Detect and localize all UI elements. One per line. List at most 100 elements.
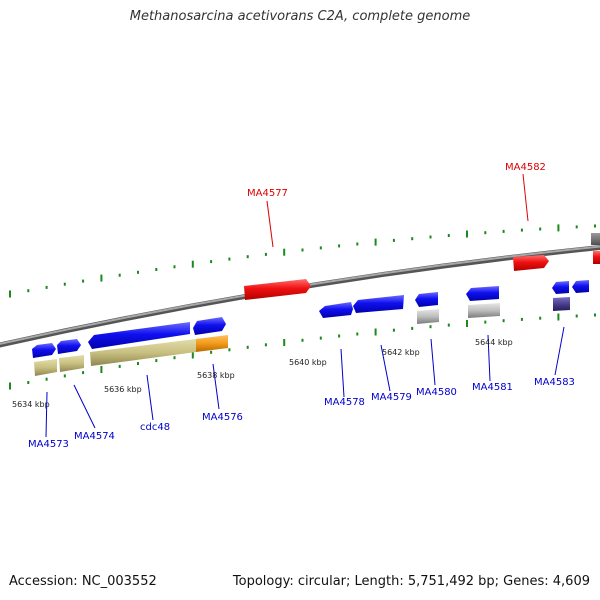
scale-tick xyxy=(539,316,542,320)
genome-backbone xyxy=(0,245,600,348)
lower-scale-ticks xyxy=(9,313,596,390)
scale-tick xyxy=(484,320,487,324)
gene-label-cdc48[interactable]: cdc48 xyxy=(140,422,170,433)
scale-tick xyxy=(539,227,542,231)
scale-tick xyxy=(338,244,341,248)
scale-tick xyxy=(118,273,121,277)
gene-label-ma4576[interactable]: MA4576 xyxy=(202,412,243,423)
scale-tick xyxy=(173,265,176,269)
scale-tick xyxy=(594,313,596,317)
gene-features xyxy=(32,233,600,376)
cds-feature xyxy=(34,359,57,376)
gene-label-ma4582[interactable]: MA4582 xyxy=(505,162,546,173)
cds-feature xyxy=(468,303,500,318)
scale-tick xyxy=(264,343,267,347)
gene-arrow[interactable] xyxy=(57,339,81,354)
cds-feature xyxy=(196,335,228,352)
scale-tick xyxy=(191,260,194,268)
scale-tick xyxy=(82,279,85,283)
scale-tick xyxy=(484,231,487,235)
gene-label-ma4580[interactable]: MA4580 xyxy=(416,387,457,398)
scale-label: 5638 kbp xyxy=(197,371,235,380)
gene-label-ma4577[interactable]: MA4577 xyxy=(247,188,288,199)
scale-tick xyxy=(356,242,359,246)
scale-tick xyxy=(411,237,414,241)
label-leaders xyxy=(45,173,565,438)
scale-tick xyxy=(520,317,523,321)
gene-arrow[interactable] xyxy=(88,322,190,349)
gene-arrow[interactable] xyxy=(319,302,353,318)
cds-feature xyxy=(553,297,570,311)
cds-feature xyxy=(90,339,196,366)
scale-tick xyxy=(466,320,468,327)
map-title: Methanosarcina acetivorans C2A, complete… xyxy=(129,9,471,24)
scale-tick xyxy=(9,290,11,298)
scale-tick xyxy=(264,252,267,256)
scale-tick xyxy=(520,228,523,232)
scale-tick xyxy=(82,371,85,375)
genome-summary-text: Topology: circular; Length: 5,751,492 bp… xyxy=(232,574,590,589)
scale-tick xyxy=(63,374,66,378)
scale-tick xyxy=(246,345,249,349)
scale-tick xyxy=(594,224,596,228)
gene-arrow[interactable] xyxy=(513,255,549,271)
scale-tick xyxy=(301,338,304,342)
gene-arrow[interactable] xyxy=(32,343,56,358)
gene-label-ma4574[interactable]: MA4574 xyxy=(74,431,115,442)
gene-arrow[interactable] xyxy=(593,251,600,264)
scale-tick xyxy=(429,325,432,329)
scale-tick xyxy=(118,364,121,368)
scale-tick xyxy=(392,328,395,332)
scale-tick xyxy=(191,351,194,359)
scale-tick xyxy=(137,270,139,274)
scale-tick xyxy=(137,362,139,365)
scale-tick xyxy=(575,314,578,318)
scale-tick xyxy=(447,234,450,237)
scale-tick xyxy=(374,238,377,246)
gene-arrow[interactable] xyxy=(193,317,226,335)
scale-tick xyxy=(283,248,286,256)
scale-tick xyxy=(557,313,560,321)
scale-label: 5640 kbp xyxy=(289,358,327,367)
gene-arrow[interactable] xyxy=(552,281,569,294)
scale-tick xyxy=(228,257,231,261)
scale-label: 5644 kbp xyxy=(475,338,513,347)
scale-tick xyxy=(557,224,560,232)
scale-tick xyxy=(155,359,158,363)
scale-tick xyxy=(466,230,468,238)
scale-tick xyxy=(502,319,505,323)
gene-arrow[interactable] xyxy=(415,292,438,307)
upper-scale-ticks xyxy=(9,224,596,298)
gene-label-ma4573[interactable]: MA4573 xyxy=(28,439,69,450)
scale-tick xyxy=(210,350,213,354)
scale-tick xyxy=(45,377,48,381)
scale-tick xyxy=(100,274,103,282)
gene-label-ma4583[interactable]: MA4583 xyxy=(534,377,575,388)
scale-tick xyxy=(575,225,578,229)
scale-tick xyxy=(100,366,103,373)
scale-tick xyxy=(9,382,11,390)
scale-tick xyxy=(155,268,158,271)
gene-label-ma4578[interactable]: MA4578 xyxy=(324,397,365,408)
gene-arrow[interactable] xyxy=(353,295,404,313)
scale-tick xyxy=(429,235,432,239)
scale-tick xyxy=(374,328,377,336)
gene-arrow[interactable] xyxy=(572,280,589,293)
scale-tick xyxy=(319,336,322,340)
gene-arrow[interactable] xyxy=(244,279,311,300)
scale-tick xyxy=(63,282,66,286)
scale-tick xyxy=(356,332,359,336)
gene-label-ma4579[interactable]: MA4579 xyxy=(371,392,412,403)
gene-labels: MA4573 MA4574 cdc48 MA4576 MA4577 MA4578… xyxy=(28,162,575,450)
gene-label-ma4581[interactable]: MA4581 xyxy=(472,382,513,393)
scale-tick xyxy=(411,326,414,330)
scale-tick xyxy=(27,289,30,293)
scale-tick xyxy=(210,260,213,264)
scale-tick xyxy=(283,339,286,346)
scale-tick xyxy=(301,248,304,252)
scale-label: 5634 kbp xyxy=(12,400,50,409)
scale-labels: 5634 kbp 5636 kbp 5638 kbp 5640 kbp 5642… xyxy=(12,338,513,409)
gene-arrow[interactable] xyxy=(466,286,499,301)
scale-label: 5636 kbp xyxy=(104,385,142,394)
